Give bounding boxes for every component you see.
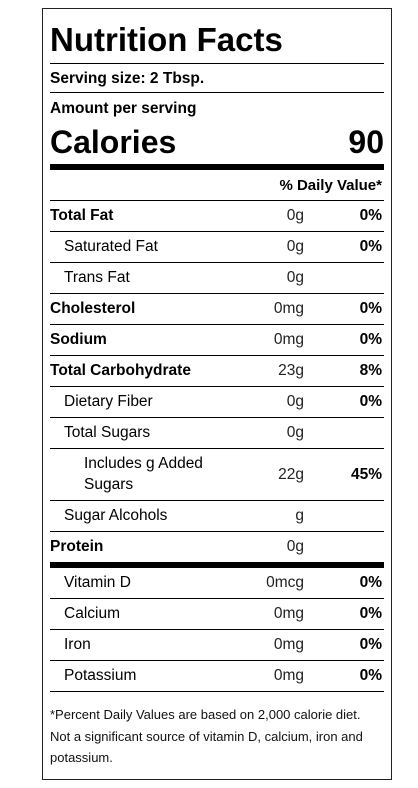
vitamin-daily-value: 0% bbox=[359, 636, 382, 653]
daily-value-footnote: *Percent Daily Values are based on 2,000… bbox=[50, 707, 363, 765]
nutrient-row-dietary-fiber: Dietary Fiber 0g 0% bbox=[50, 387, 384, 418]
label-title: Nutrition Facts bbox=[50, 9, 384, 64]
vitamin-row-potassium: Potassium 0mg 0% bbox=[50, 661, 384, 692]
vitamin-row-vitamin-d: Vitamin D 0mcg 0% bbox=[50, 568, 384, 599]
nutrient-amount: 0g bbox=[286, 207, 304, 224]
nutrition-facts-label: Nutrition Facts Serving size: 2 Tbsp. Am… bbox=[42, 8, 392, 780]
serving-size: Serving size: 2 Tbsp. bbox=[50, 64, 384, 93]
calories-value: 90 bbox=[348, 124, 384, 160]
nutrient-name: Total Carbohydrate bbox=[50, 362, 191, 379]
calories-label: Calories bbox=[50, 124, 177, 160]
nutrient-amount: 0g bbox=[286, 424, 304, 441]
nutrient-name: Includes g Added Sugars bbox=[84, 455, 203, 493]
nutrient-amount: 0g bbox=[286, 538, 304, 555]
nutrient-amount: 22g bbox=[278, 466, 304, 483]
nutrient-name: Dietary Fiber bbox=[64, 393, 153, 410]
vitamin-name: Vitamin D bbox=[64, 574, 131, 591]
daily-value-header: % Daily Value* bbox=[50, 170, 384, 201]
nutrient-row-total-carbohydrate: Total Carbohydrate 23g 8% bbox=[50, 356, 384, 387]
vitamin-amount: 0mg bbox=[273, 605, 304, 622]
vitamin-name: Potassium bbox=[64, 667, 137, 684]
nutrient-row-total-sugars: Total Sugars 0g bbox=[50, 418, 384, 449]
vitamin-name: Iron bbox=[64, 636, 91, 653]
nutrient-daily-value: 0% bbox=[359, 300, 382, 317]
nutrient-amount: 0mg bbox=[273, 331, 304, 348]
nutrient-name: Sodium bbox=[50, 331, 107, 348]
nutrient-name: Trans Fat bbox=[64, 269, 130, 286]
nutrient-name: Total Fat bbox=[50, 207, 114, 224]
nutrient-name: Protein bbox=[50, 538, 104, 555]
nutrient-row-protein: Protein 0g bbox=[50, 532, 384, 568]
nutrient-daily-value: 0% bbox=[359, 331, 382, 348]
amount-per-serving: Amount per serving bbox=[50, 100, 197, 117]
nutrient-amount: 0g bbox=[286, 393, 304, 410]
nutrient-daily-value: 0% bbox=[359, 207, 382, 224]
vitamin-amount: 0mg bbox=[273, 667, 304, 684]
nutrient-daily-value: 0% bbox=[359, 238, 382, 255]
vitamin-daily-value: 0% bbox=[359, 605, 382, 622]
nutrient-row-sugar-alcohols: Sugar Alcohols g bbox=[50, 501, 384, 532]
nutrient-amount: g bbox=[295, 507, 304, 524]
nutrient-name: Sugar Alcohols bbox=[64, 507, 168, 524]
nutrient-amount: 23g bbox=[278, 362, 304, 379]
nutrient-name: Total Sugars bbox=[64, 424, 151, 441]
nutrient-row-trans-fat: Trans Fat 0g bbox=[50, 263, 384, 294]
nutrient-row-added-sugars: Includes g Added Sugars 22g 45% bbox=[50, 449, 384, 501]
nutrient-row-cholesterol: Cholesterol 0mg 0% bbox=[50, 294, 384, 325]
nutrient-amount: 0g bbox=[286, 269, 304, 286]
nutrient-amount: 0mg bbox=[273, 300, 304, 317]
nutrient-name: Saturated Fat bbox=[64, 238, 158, 255]
vitamin-name: Calcium bbox=[64, 605, 120, 622]
nutrient-name: Cholesterol bbox=[50, 300, 136, 317]
nutrient-row-sodium: Sodium 0mg 0% bbox=[50, 325, 384, 356]
vitamin-daily-value: 0% bbox=[359, 574, 382, 591]
vitamin-row-iron: Iron 0mg 0% bbox=[50, 630, 384, 661]
nutrient-row-saturated-fat: Saturated Fat 0g 0% bbox=[50, 232, 384, 263]
nutrient-daily-value: 0% bbox=[359, 393, 382, 410]
calories-row: Calories 90 bbox=[50, 123, 384, 170]
vitamin-daily-value: 0% bbox=[359, 667, 382, 684]
nutrient-amount: 0g bbox=[286, 238, 304, 255]
nutrient-row-total-fat: Total Fat 0g 0% bbox=[50, 201, 384, 232]
vitamin-amount: 0mg bbox=[273, 636, 304, 653]
nutrient-daily-value: 8% bbox=[359, 362, 382, 379]
vitamin-amount: 0mcg bbox=[266, 574, 304, 591]
nutrient-daily-value: 45% bbox=[350, 466, 382, 483]
vitamin-row-calcium: Calcium 0mg 0% bbox=[50, 599, 384, 630]
